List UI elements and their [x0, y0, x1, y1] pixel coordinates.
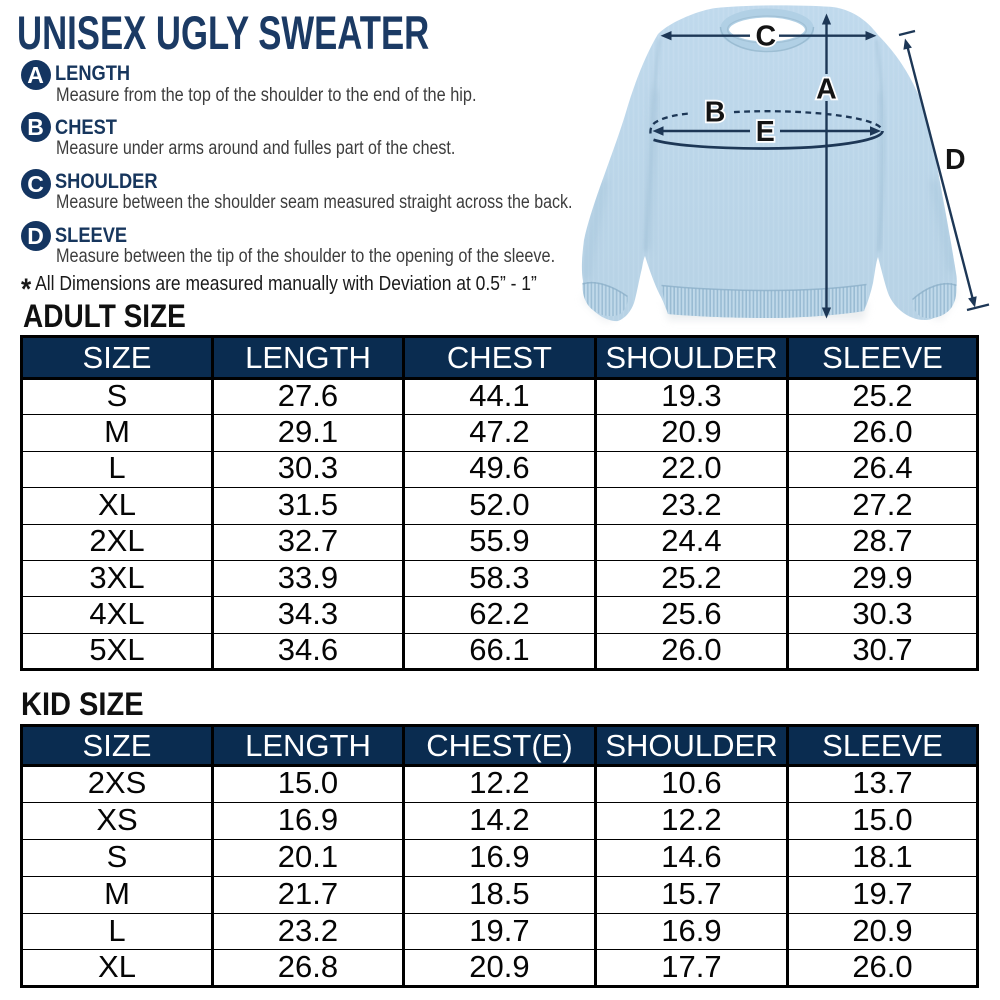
svg-text:A: A — [816, 74, 837, 106]
svg-text:D: D — [945, 144, 966, 176]
svg-text:B: B — [705, 96, 726, 128]
svg-text:E: E — [756, 116, 775, 148]
svg-text:C: C — [756, 20, 777, 52]
